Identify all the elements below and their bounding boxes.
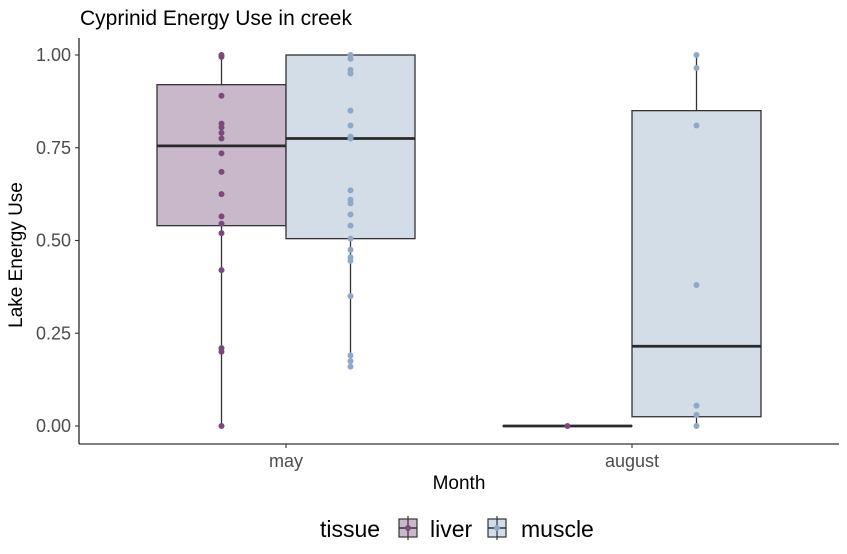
plot-area — [156, 52, 762, 429]
data-point — [347, 70, 354, 77]
data-point — [693, 52, 700, 58]
y-tick-label: 0.00 — [36, 416, 71, 436]
data-point — [693, 402, 700, 409]
data-point — [564, 423, 571, 429]
data-point — [347, 107, 354, 114]
data-point — [218, 92, 225, 99]
legend-label-muscle: muscle — [521, 516, 594, 542]
data-point — [347, 211, 354, 218]
data-point — [347, 222, 354, 229]
data-point — [693, 64, 700, 71]
data-point — [218, 53, 225, 60]
series-muscle — [285, 54, 762, 426]
data-point — [347, 246, 354, 253]
data-point — [347, 352, 354, 359]
data-point — [347, 363, 354, 370]
data-point — [218, 220, 225, 227]
data-point — [347, 293, 354, 300]
data-point — [347, 257, 354, 264]
data-point — [218, 267, 225, 274]
data-point — [347, 235, 354, 242]
data-point — [347, 122, 354, 129]
data-point — [218, 168, 225, 175]
data-point — [218, 230, 225, 237]
data-point — [693, 411, 700, 418]
points-muscle — [347, 52, 700, 429]
data-point — [218, 150, 225, 157]
data-point — [347, 55, 354, 62]
legend-key-point — [494, 525, 500, 531]
data-point — [218, 129, 225, 136]
axes: 0.00 0.25 0.50 0.75 1.00 may august — [36, 38, 839, 471]
data-point — [218, 423, 225, 429]
legend-key-point — [405, 525, 411, 531]
legend: tissue liver muscle — [320, 516, 594, 542]
box-muscle-may — [285, 54, 416, 240]
box-muscle-august — [631, 110, 762, 418]
x-tick-label: august — [605, 451, 659, 471]
data-point — [693, 282, 700, 289]
data-point — [218, 191, 225, 198]
x-axis-label: Month — [433, 473, 486, 494]
y-tick-label: 1.00 — [36, 45, 71, 65]
y-axis-label: Lake Energy Use — [6, 182, 27, 328]
points-liver — [218, 52, 571, 429]
data-point — [347, 187, 354, 194]
legend-item-liver: liver — [398, 516, 473, 542]
data-point — [218, 135, 225, 142]
y-tick-label: 0.50 — [36, 231, 71, 251]
data-point — [693, 122, 700, 129]
legend-label-liver: liver — [430, 516, 473, 542]
data-point — [347, 135, 354, 142]
data-point — [347, 358, 354, 365]
y-tick-label: 0.25 — [36, 323, 71, 343]
data-point — [347, 200, 354, 207]
chart-title: Cyprinid Energy Use in creek — [80, 7, 352, 30]
legend-title: tissue — [320, 516, 380, 542]
data-point — [218, 124, 225, 131]
data-point — [693, 423, 700, 429]
data-point — [218, 213, 225, 220]
x-tick-label: may — [269, 451, 303, 471]
y-tick-label: 0.75 — [36, 138, 71, 158]
legend-item-muscle: muscle — [487, 516, 594, 542]
data-point — [218, 348, 225, 355]
